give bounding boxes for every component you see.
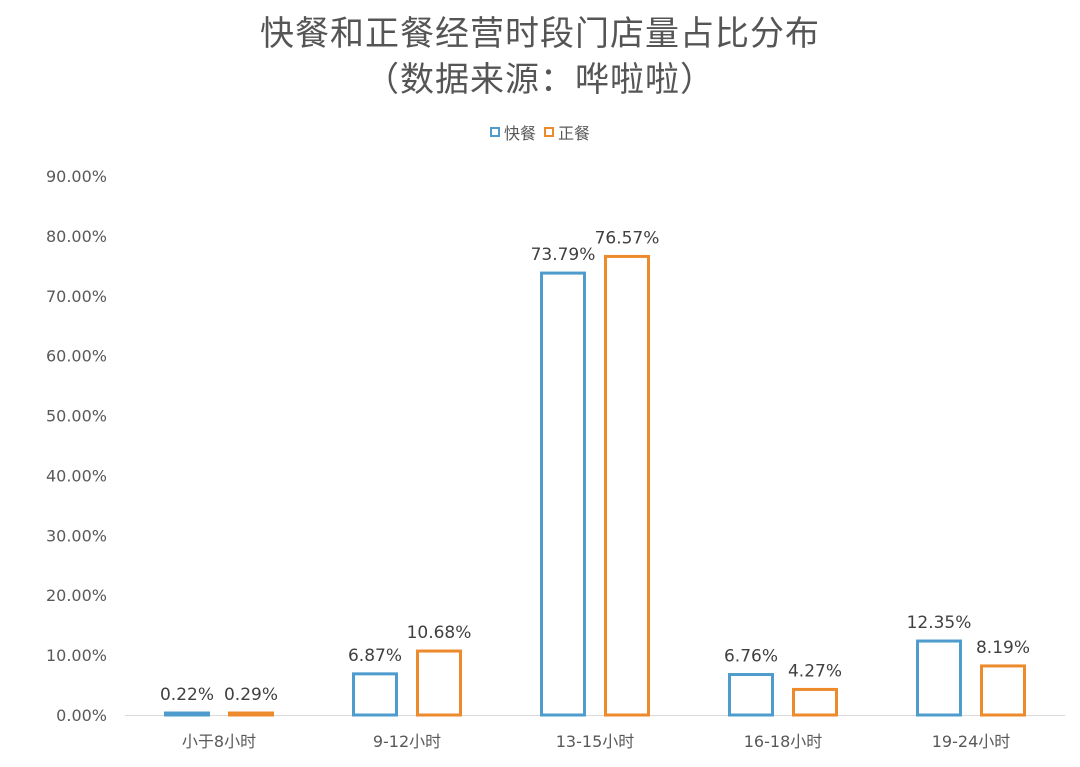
data-label: 4.27% — [788, 661, 842, 681]
bar-series2 — [604, 254, 650, 717]
data-label: 0.29% — [224, 685, 278, 705]
bar-series2 — [980, 664, 1026, 717]
y-tick-label: 20.00% — [46, 586, 107, 605]
chart-title: 快餐和正餐经营时段门店量占比分布 — [260, 14, 820, 54]
bar-series1 — [728, 673, 774, 717]
chart-subtitle: （数据来源：哗啦啦） — [365, 60, 715, 100]
data-label: 6.87% — [348, 646, 402, 666]
data-label: 10.68% — [407, 623, 472, 643]
legend-label-series2: 正餐 — [558, 124, 591, 143]
y-tick-label: 40.00% — [46, 466, 107, 485]
legend-label-series1: 快餐 — [503, 124, 536, 143]
bar-series1 — [916, 639, 962, 717]
y-tick-label: 30.00% — [46, 526, 107, 545]
data-label: 8.19% — [976, 638, 1030, 658]
y-tick-label: 60.00% — [46, 347, 107, 366]
x-tick-label: 小于8小时 — [182, 732, 256, 751]
x-tick-label: 13-15小时 — [556, 732, 635, 751]
legend-swatch-series2 — [544, 127, 554, 137]
legend: 快餐 正餐 — [0, 120, 1080, 144]
data-label: 76.57% — [595, 228, 660, 248]
data-label: 12.35% — [907, 613, 972, 633]
data-label: 0.22% — [160, 685, 214, 705]
y-tick-label: 80.00% — [46, 227, 107, 246]
y-tick-label: 90.00% — [46, 167, 107, 186]
bar-series1 — [164, 711, 210, 717]
legend-item-series1: 快餐 — [489, 120, 536, 144]
bar-series2 — [228, 711, 274, 717]
legend-item-series2: 正餐 — [544, 120, 590, 144]
bar-series1 — [540, 271, 586, 717]
y-tick-label: 0.00% — [56, 706, 107, 725]
data-label: 73.79% — [531, 245, 596, 265]
legend-swatch-series1 — [489, 127, 500, 137]
data-label: 6.76% — [724, 647, 778, 667]
bar-series1 — [352, 672, 398, 717]
y-tick-label: 70.00% — [46, 287, 107, 306]
x-tick-label: 16-18小时 — [744, 732, 823, 751]
y-tick-label: 10.00% — [46, 646, 107, 665]
x-tick-label: 19-24小时 — [932, 732, 1011, 751]
bar-series2 — [416, 649, 462, 717]
bar-series2 — [792, 687, 838, 717]
y-tick-label: 50.00% — [46, 407, 107, 426]
x-tick-label: 9-12小时 — [373, 732, 441, 751]
